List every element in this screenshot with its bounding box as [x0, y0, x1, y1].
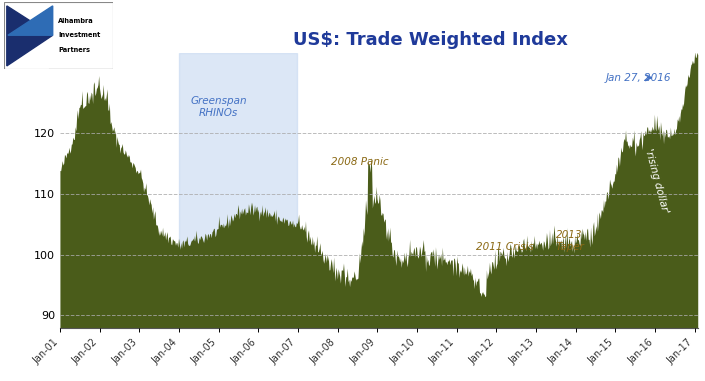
Text: Alhambra: Alhambra	[58, 18, 94, 24]
Text: 2008 Panic: 2008 Panic	[331, 157, 388, 167]
Text: Investment: Investment	[58, 32, 100, 38]
Text: Jan 27, 2016: Jan 27, 2016	[605, 73, 670, 83]
Polygon shape	[7, 6, 53, 66]
Polygon shape	[8, 6, 53, 35]
Text: 2013
Taper: 2013 Taper	[556, 230, 584, 252]
Text: 'rising dollar': 'rising dollar'	[643, 148, 670, 215]
Bar	[179, 53, 297, 328]
Title: US$: Trade Weighted Index: US$: Trade Weighted Index	[293, 31, 568, 49]
Text: Greenspan
RHINOs: Greenspan RHINOs	[190, 96, 247, 118]
Text: Partners: Partners	[58, 47, 90, 53]
Text: 2011 Crisis: 2011 Crisis	[476, 242, 534, 252]
